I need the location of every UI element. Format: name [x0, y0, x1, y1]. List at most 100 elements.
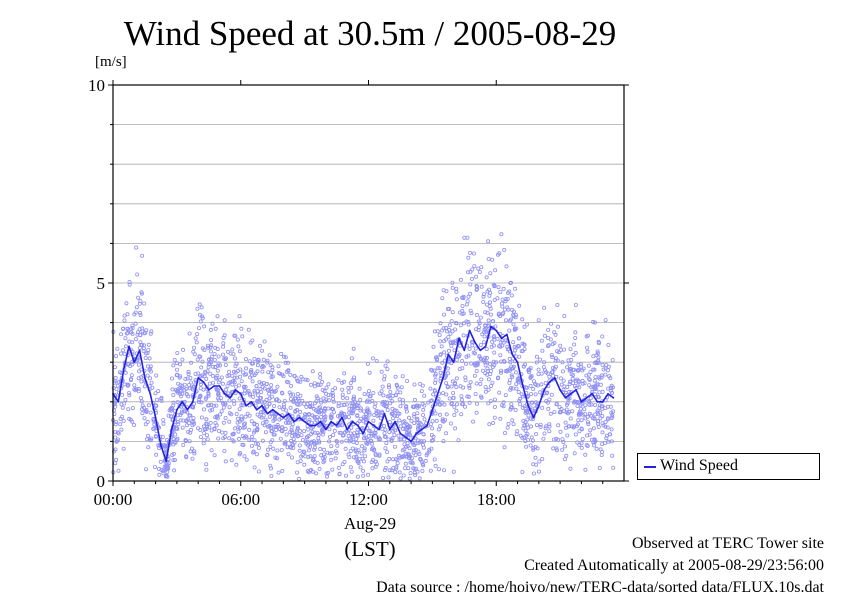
series-point — [330, 420, 333, 423]
scatter-point — [329, 416, 334, 421]
scatter-point — [611, 409, 616, 414]
scatter-point — [596, 355, 601, 360]
scatter-point — [479, 265, 484, 270]
scatter-point — [294, 470, 299, 475]
scatter-point — [534, 354, 539, 359]
scatter-point — [370, 356, 375, 361]
scatter-point — [178, 412, 183, 417]
footer-source: Data source : /home/hoivo/new/TERC-data/… — [376, 579, 824, 596]
series-point — [495, 329, 498, 332]
scatter-point — [257, 380, 262, 385]
scatter-point — [137, 369, 142, 374]
scatter-point — [336, 404, 341, 409]
scatter-point — [238, 450, 243, 455]
scatter-point — [381, 423, 386, 428]
scatter-point — [560, 447, 565, 452]
scatter-point — [348, 380, 353, 385]
scatter-point — [339, 411, 344, 416]
x-axis-label: (LST) — [344, 537, 396, 561]
scatter-point — [206, 365, 211, 370]
scatter-point — [440, 360, 445, 365]
series-point — [436, 393, 439, 395]
scatter-point — [140, 403, 145, 408]
scatter-point — [363, 412, 368, 417]
scatter-point — [329, 412, 334, 417]
scatter-point — [231, 439, 236, 444]
scatter-point — [473, 327, 478, 332]
scatter-point — [258, 410, 263, 415]
scatter-point — [385, 359, 390, 364]
scatter-point — [134, 305, 139, 310]
scatter-point — [128, 377, 133, 382]
scatter-point — [299, 374, 304, 379]
series-point — [298, 416, 301, 419]
scatter-point — [448, 421, 453, 426]
scatter-point — [289, 455, 294, 460]
scatter-point — [507, 328, 512, 333]
series-point — [218, 385, 221, 387]
scatter-point — [276, 470, 281, 475]
scatter-point — [451, 390, 456, 395]
scatter-point — [454, 408, 459, 413]
scatter-point — [237, 419, 242, 424]
scatter-point — [380, 384, 385, 389]
scatter-point — [332, 428, 337, 433]
scatter-point — [405, 378, 410, 383]
scatter-point — [474, 401, 479, 406]
scatter-point — [360, 456, 365, 461]
scatter-point — [461, 333, 466, 338]
scatter-point — [156, 466, 161, 471]
x-axis: 00:00 06:00 12:00 18:00 — [94, 80, 604, 509]
scatter-point — [162, 443, 167, 448]
scatter-point — [508, 318, 513, 323]
scatter-point — [146, 445, 151, 450]
scatter-point — [416, 440, 421, 445]
scatter-point — [558, 343, 563, 348]
scatter-point — [396, 433, 401, 438]
scatter-point — [488, 271, 493, 276]
scatter-point — [196, 371, 201, 376]
scatter-point — [252, 388, 257, 393]
scatter-point — [340, 387, 345, 392]
scatter-point — [488, 399, 493, 404]
scatter-point — [507, 368, 512, 373]
scatter-point — [485, 372, 490, 377]
scatter-point — [542, 333, 547, 338]
scatter-point — [597, 390, 602, 395]
scatter-point — [263, 417, 268, 422]
scatter-point — [280, 391, 285, 396]
scatter-point — [382, 431, 387, 436]
scatter-point — [270, 389, 275, 394]
scatter-point — [208, 349, 213, 354]
scatter-point — [263, 430, 268, 435]
scatter-point — [154, 452, 159, 457]
scatter-point — [410, 461, 415, 466]
scatter-point — [449, 402, 454, 407]
scatter-point — [525, 432, 530, 437]
scatter-point — [454, 385, 459, 390]
scatter-point — [213, 345, 218, 350]
scatter-point — [156, 389, 161, 394]
scatter-point — [121, 348, 126, 353]
scatter-point — [365, 472, 370, 477]
scatter-point — [222, 435, 227, 440]
scatter-point — [492, 283, 497, 288]
scatter-point — [542, 305, 547, 310]
scatter-point — [292, 440, 297, 445]
scatter-point — [462, 404, 467, 409]
scatter-point — [198, 319, 203, 324]
scatter-point — [564, 453, 569, 458]
scatter-point — [316, 382, 321, 387]
scatter-point — [141, 348, 146, 353]
scatter-point — [223, 402, 228, 407]
scatter-point — [579, 426, 584, 431]
scatter-point — [247, 438, 252, 443]
scatter-point — [277, 399, 282, 404]
scatter-point — [281, 354, 286, 359]
scatter-point — [382, 374, 387, 379]
scatter-point — [125, 383, 130, 388]
scatter-point — [593, 392, 598, 397]
x-tick-label: 12:00 — [349, 490, 388, 509]
scatter-point — [399, 385, 404, 390]
scatter-point — [198, 394, 203, 399]
